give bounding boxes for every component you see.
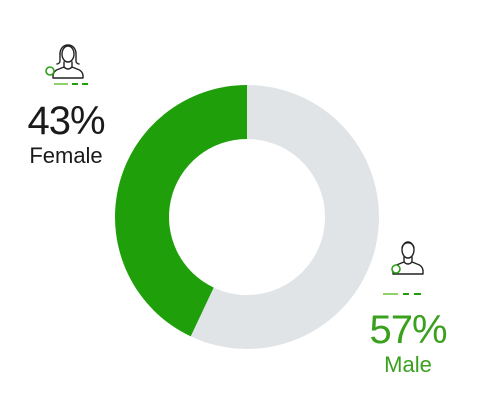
female-person-icon (45, 44, 88, 85)
male-category-label: Male (384, 352, 432, 377)
male-person-icon (383, 241, 424, 295)
slice-female (115, 85, 248, 337)
female-percentage-label: 43% (27, 99, 105, 143)
female-category-label: Female (29, 143, 103, 168)
male-percentage-label: 57% (369, 308, 447, 352)
slice-male (190, 85, 380, 349)
